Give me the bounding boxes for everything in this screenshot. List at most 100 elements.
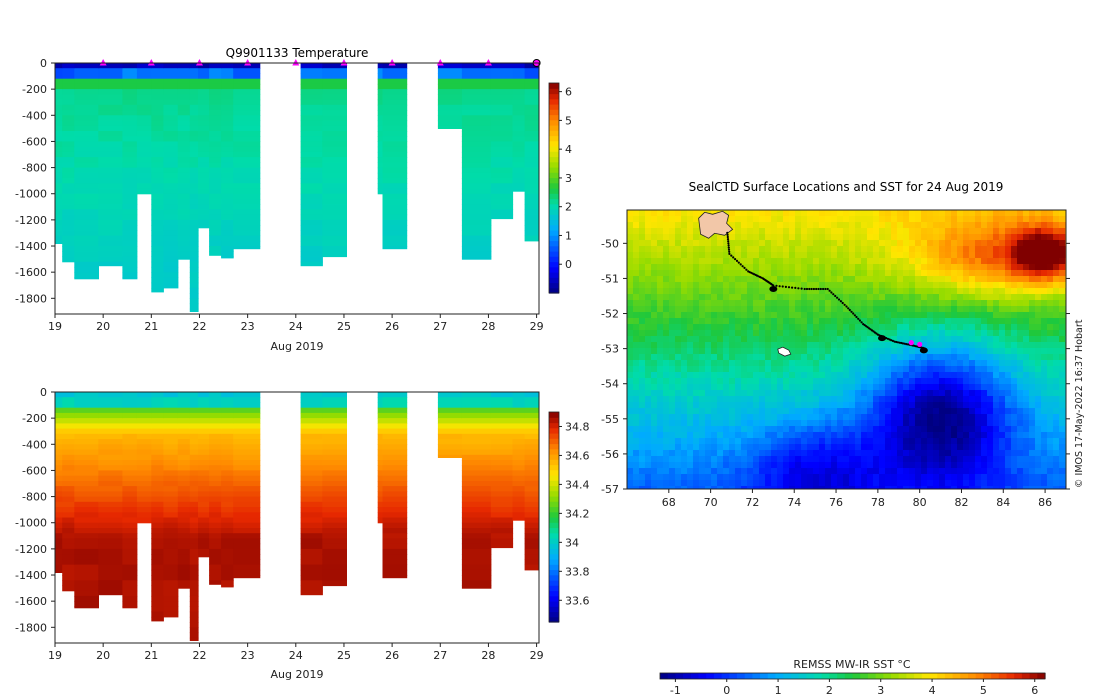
colorbar-swatch xyxy=(549,125,559,131)
sst-cell xyxy=(981,354,988,361)
sst-cell xyxy=(789,360,796,367)
section-cell xyxy=(512,63,526,69)
sst-cell xyxy=(879,228,886,235)
sst-cell xyxy=(963,330,970,337)
sst-cell xyxy=(933,468,940,475)
sst-cell xyxy=(879,366,886,373)
sst-cell xyxy=(753,228,760,235)
sst-cell xyxy=(693,336,700,343)
sst-cell xyxy=(645,324,652,331)
sst-cell xyxy=(921,420,928,427)
section-cell xyxy=(209,454,222,461)
section-cell xyxy=(151,507,164,513)
sst-cell xyxy=(831,366,838,373)
sst-cell xyxy=(927,210,934,217)
section-cell xyxy=(189,214,199,221)
sst-cell xyxy=(639,438,646,445)
sst-cell xyxy=(999,444,1006,451)
section-cell xyxy=(177,491,191,498)
section-cell xyxy=(62,548,75,555)
sst-cell xyxy=(957,480,964,487)
sst-cell xyxy=(963,354,970,361)
section-cell xyxy=(209,141,222,148)
section-cell xyxy=(122,261,138,268)
sst-cell xyxy=(825,444,832,451)
sst-cell xyxy=(837,384,844,391)
sst-cell xyxy=(777,378,784,385)
section-cell xyxy=(377,418,384,424)
sst-cell xyxy=(723,384,730,391)
sst-cell xyxy=(717,330,724,337)
section-cell xyxy=(189,554,199,560)
sst-cell xyxy=(999,372,1006,379)
sst-cell xyxy=(657,270,664,277)
sst-cell xyxy=(891,282,898,289)
sst-cell xyxy=(717,486,724,489)
section-cell xyxy=(461,418,492,424)
sst-cell xyxy=(903,426,910,433)
sst-cell xyxy=(813,312,820,319)
section-cell xyxy=(209,538,222,545)
sst-cell xyxy=(1017,336,1024,343)
section-cell xyxy=(490,120,514,127)
sst-cell xyxy=(723,312,730,319)
section-cell xyxy=(233,178,261,184)
sst-cell xyxy=(981,336,988,343)
sst-cell xyxy=(825,402,832,409)
section-cell xyxy=(221,392,234,398)
sst-cell xyxy=(765,372,772,379)
sst-cell xyxy=(783,336,790,343)
sst-cell xyxy=(633,264,640,271)
sst-cell xyxy=(843,312,850,319)
sst-cell xyxy=(741,216,748,223)
sst-cell xyxy=(891,426,898,433)
sst-cell xyxy=(867,426,874,433)
sst-cell xyxy=(963,426,970,433)
section-cell xyxy=(233,554,261,560)
sst-cell xyxy=(963,210,970,217)
sst-cell xyxy=(813,468,820,475)
section-cell xyxy=(136,501,152,508)
section-cell xyxy=(62,402,75,409)
sst-cell xyxy=(669,372,676,379)
section-cell xyxy=(221,110,234,116)
section-cell xyxy=(300,585,323,592)
section-cell xyxy=(163,110,179,116)
section-cell xyxy=(136,188,152,195)
sst-cell xyxy=(711,486,718,489)
section-cell xyxy=(151,554,164,560)
sst-cell xyxy=(843,468,850,475)
sst-cell xyxy=(915,384,922,391)
sst-cell xyxy=(765,420,772,427)
sst-cell xyxy=(909,252,916,259)
sst-cell xyxy=(789,336,796,343)
section-cell xyxy=(122,512,138,519)
sst-cell xyxy=(807,456,814,463)
section-cell xyxy=(151,423,164,430)
section-cell xyxy=(233,136,261,142)
sst-cell xyxy=(1011,324,1018,331)
sst-cell xyxy=(957,474,964,481)
sst-cell xyxy=(675,288,682,295)
sst-cell xyxy=(711,396,718,403)
section-cell xyxy=(300,412,323,419)
sst-cell xyxy=(945,366,952,373)
section-cell xyxy=(177,423,191,430)
sst-cell xyxy=(837,336,844,343)
section-cell xyxy=(300,444,323,451)
sst-cell xyxy=(1023,378,1030,385)
sst-cell xyxy=(903,378,910,385)
sst-cell xyxy=(669,264,676,271)
section-cell xyxy=(490,183,514,190)
sst-cell xyxy=(645,396,652,403)
section-cell xyxy=(177,172,191,179)
section-cell xyxy=(221,99,234,106)
sst-cell xyxy=(813,276,820,283)
map-title: SealCTD Surface Locations and SST for 24… xyxy=(689,180,1004,194)
sst-cell xyxy=(1017,252,1024,259)
sst-cell xyxy=(975,258,982,265)
section-cell xyxy=(98,73,123,80)
section-cell xyxy=(221,240,234,247)
sst-cell xyxy=(729,390,736,397)
sst-cell xyxy=(879,318,886,325)
